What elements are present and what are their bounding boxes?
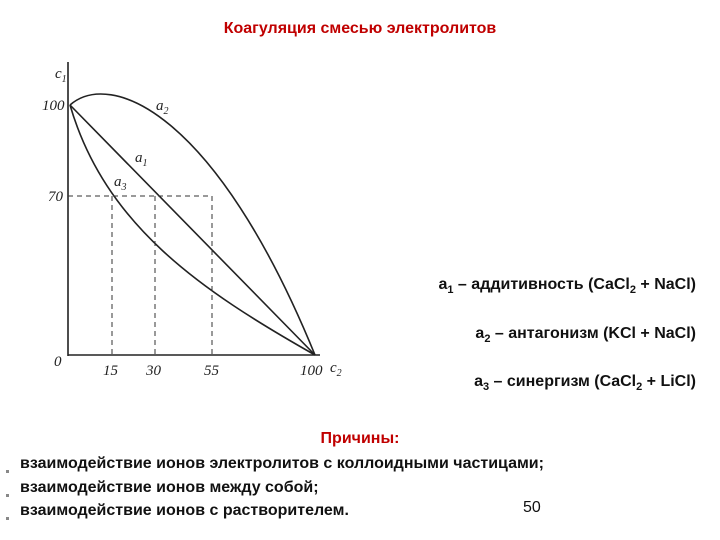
reason-item: взаимодействие ионов между собой; <box>20 479 319 496</box>
curve-a2 <box>69 93 316 356</box>
legend-item: a2 – антагонизм (KCl + NaCl) <box>475 325 696 346</box>
legend-item: a1 – аддитивность (CaCl2 + NaCl) <box>438 276 696 297</box>
x-tick-label: 30 <box>145 363 162 379</box>
bullet <box>6 470 9 473</box>
bullet <box>6 517 9 520</box>
reason-item: взаимодействие ионов электролитов с колл… <box>20 455 544 472</box>
page-number: 50 <box>523 499 541 516</box>
title: Коагуляция смесью электролитов <box>223 20 497 37</box>
bullet <box>6 494 9 497</box>
curve-label: a3 <box>114 174 127 193</box>
curve-a3 <box>69 104 316 356</box>
y-tick-label: 100 <box>42 98 65 114</box>
y-tick-label: 70 <box>48 189 64 205</box>
y-axis-label: c1 <box>55 66 67 85</box>
reasons-title: Причины: <box>320 430 400 447</box>
x-tick-label: 15 <box>103 363 119 379</box>
origin-label: 0 <box>54 354 62 370</box>
diagram: c1 c2 100 70 0 15 30 55 100 a1 a2 a3 <box>42 62 342 379</box>
x-axis-label: c2 <box>330 360 342 379</box>
legend-item: a3 – синергизм (CaCl2 + LiCl) <box>474 373 696 394</box>
curve-label: a1 <box>135 150 148 169</box>
reason-item: взаимодействие ионов с растворителем. <box>20 502 349 519</box>
curve-a1 <box>69 104 316 356</box>
x-tick-label: 55 <box>204 363 220 379</box>
x-tick-label: 100 <box>300 363 323 379</box>
curve-label: a2 <box>156 98 169 117</box>
